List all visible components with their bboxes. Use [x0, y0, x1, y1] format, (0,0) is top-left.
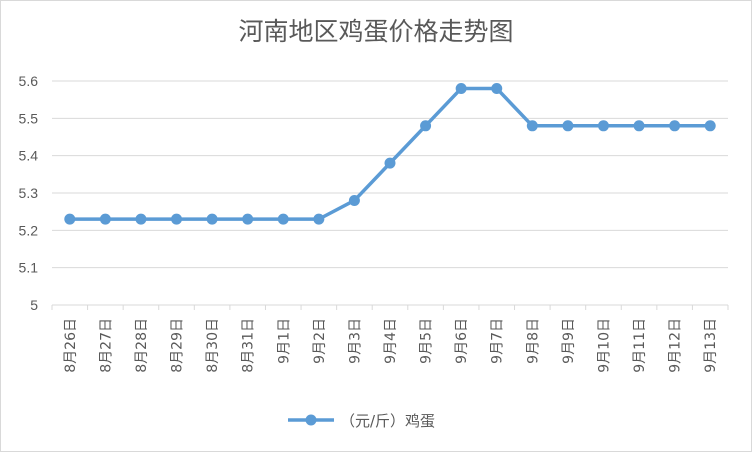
data-point	[526, 120, 538, 132]
x-tick-label: 8月27日	[98, 318, 114, 373]
x-tick-label: 9月7日	[490, 318, 506, 364]
legend-label: （元/斤）鸡蛋	[340, 412, 435, 430]
data-point	[455, 82, 467, 94]
data-point	[420, 120, 432, 132]
x-tick-label: 9月6日	[454, 318, 470, 364]
data-point	[562, 120, 574, 132]
y-tick-label: 5.5	[19, 110, 39, 126]
x-tick-label: 9月8日	[525, 318, 541, 364]
data-point	[135, 213, 147, 225]
data-point	[277, 213, 289, 225]
x-tick-label: 9月11日	[632, 318, 648, 373]
data-point	[99, 213, 111, 225]
data-point	[384, 157, 396, 169]
data-point	[206, 213, 218, 225]
chart-title: 河南地区鸡蛋价格走势图	[238, 17, 514, 46]
data-point	[171, 213, 183, 225]
series-line	[69, 86, 711, 221]
data-point	[242, 213, 254, 225]
x-tick-label: 9月2日	[312, 318, 328, 364]
y-tick-label: 5	[30, 297, 38, 313]
data-point	[669, 120, 681, 132]
x-tick-label: 8月26日	[63, 318, 79, 373]
data-point	[491, 82, 503, 94]
x-tick-label: 9月13日	[703, 318, 719, 373]
y-tick-label: 5.2	[19, 222, 39, 238]
x-tick-label: 8月29日	[170, 318, 186, 373]
data-point	[704, 120, 716, 132]
y-tick-label: 5.3	[19, 185, 39, 201]
x-tick-label: 9月4日	[383, 318, 399, 364]
x-tick-label: 9月3日	[347, 318, 363, 364]
y-tick-label: 5.4	[19, 148, 39, 164]
x-tick-label: 9月1日	[276, 318, 292, 364]
x-tick-label: 8月31日	[241, 318, 257, 373]
x-tick-label: 8月30日	[205, 318, 221, 373]
data-point	[597, 120, 609, 132]
x-tick-label: 9月5日	[419, 318, 435, 364]
y-tick-label: 5.6	[19, 73, 39, 89]
data-point	[633, 120, 645, 132]
data-point	[64, 213, 76, 225]
x-tick-label: 9月12日	[668, 318, 684, 373]
x-tick-label: 9月10日	[596, 318, 612, 373]
legend-marker	[305, 414, 317, 426]
x-tick-label: 9月9日	[561, 318, 577, 364]
y-tick-label: 5.1	[19, 260, 39, 276]
data-point	[348, 194, 360, 206]
data-point	[313, 213, 325, 225]
x-tick-label: 8月28日	[134, 318, 150, 373]
